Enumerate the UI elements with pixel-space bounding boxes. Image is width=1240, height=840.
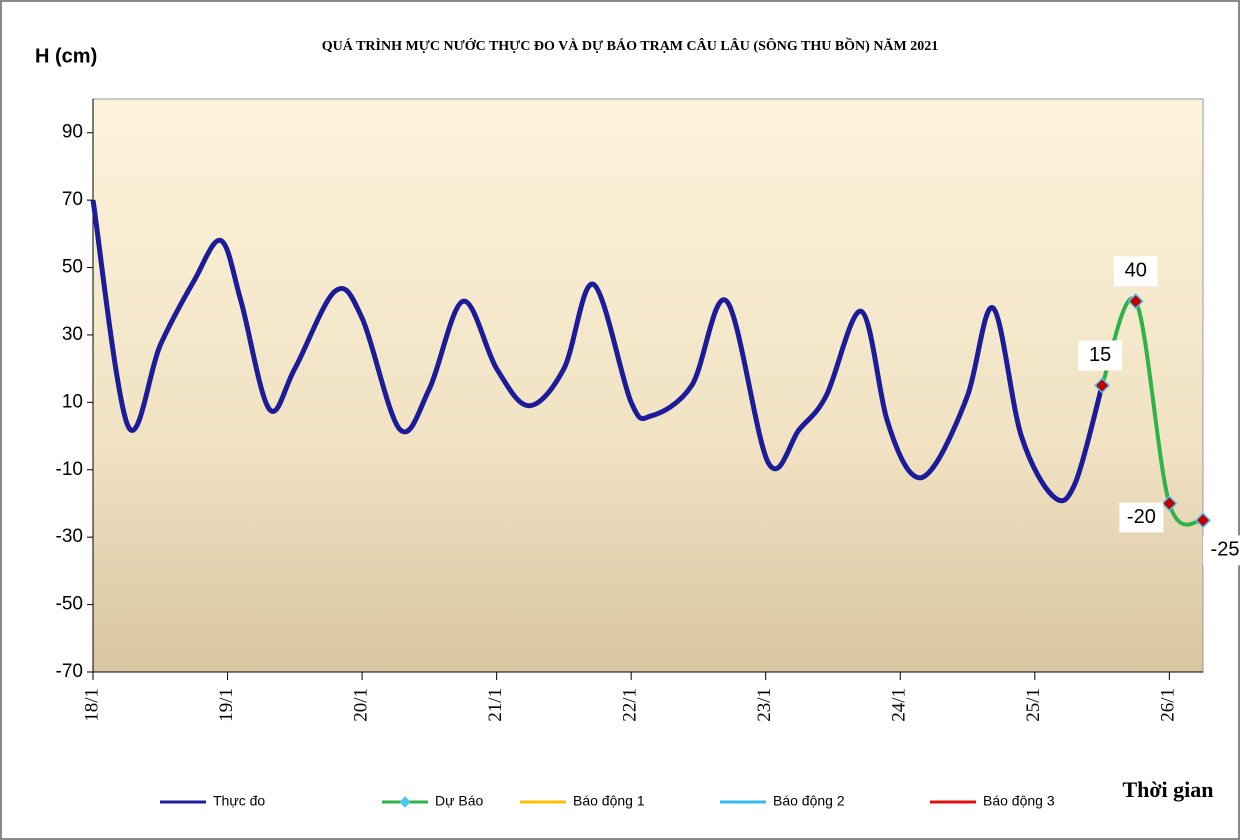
legend-marker: [399, 796, 411, 808]
data-marker: [1094, 377, 1111, 394]
y-tick-label: -50: [56, 594, 83, 615]
x-tick-label: 22/1: [620, 688, 641, 722]
legend-label: Báo động 2: [773, 793, 845, 809]
data-label-box: [1078, 340, 1123, 371]
y-tick-label: 50: [62, 257, 83, 278]
data-marker: [1161, 495, 1178, 512]
legend-label: Báo động 3: [983, 793, 1055, 809]
x-tick-label: 23/1: [754, 688, 775, 722]
x-tick-label: 21/1: [485, 688, 506, 722]
data-marker: [1194, 512, 1212, 529]
x-axis-label: Thời gian: [1122, 777, 1213, 802]
plot-area: [92, 98, 1204, 673]
x-tick-label: 25/1: [1023, 688, 1044, 722]
x-tick-label: 24/1: [889, 688, 910, 722]
data-label: 40: [1125, 260, 1147, 282]
data-label: -25: [1211, 539, 1240, 561]
data-label: -20: [1127, 506, 1156, 528]
y-axis-label: H (cm): [35, 45, 97, 67]
y-tick-label: -30: [56, 526, 83, 547]
y-tick-label: 70: [62, 189, 83, 210]
x-tick-label: 20/1: [350, 688, 371, 722]
x-tick-label: 18/1: [81, 688, 102, 722]
y-tick-label: -70: [56, 661, 83, 682]
legend-label: Dự Báo: [435, 793, 483, 809]
data-line: [90, 199, 1105, 504]
y-tick-label: 10: [62, 391, 83, 412]
data-marker: [1127, 293, 1144, 310]
data-label-box: [1113, 256, 1158, 287]
data-label: 15: [1089, 344, 1111, 366]
data-line: [1100, 296, 1204, 527]
chart-title: QUÁ TRÌNH MỰC NƯỚC THỰC ĐO VÀ DỰ BÁO TRẠ…: [322, 36, 939, 54]
x-tick-label: 19/1: [216, 688, 237, 722]
y-tick-label: -10: [56, 459, 83, 480]
data-label-box: [1119, 502, 1164, 533]
y-tick-label: 30: [62, 324, 83, 345]
y-tick-label: 90: [62, 122, 83, 143]
legend-label: Báo động 1: [573, 793, 645, 809]
legend-label: Thực đo: [213, 793, 265, 809]
x-tick-label: 26/1: [1158, 688, 1179, 722]
data-label-box: [1203, 535, 1240, 566]
